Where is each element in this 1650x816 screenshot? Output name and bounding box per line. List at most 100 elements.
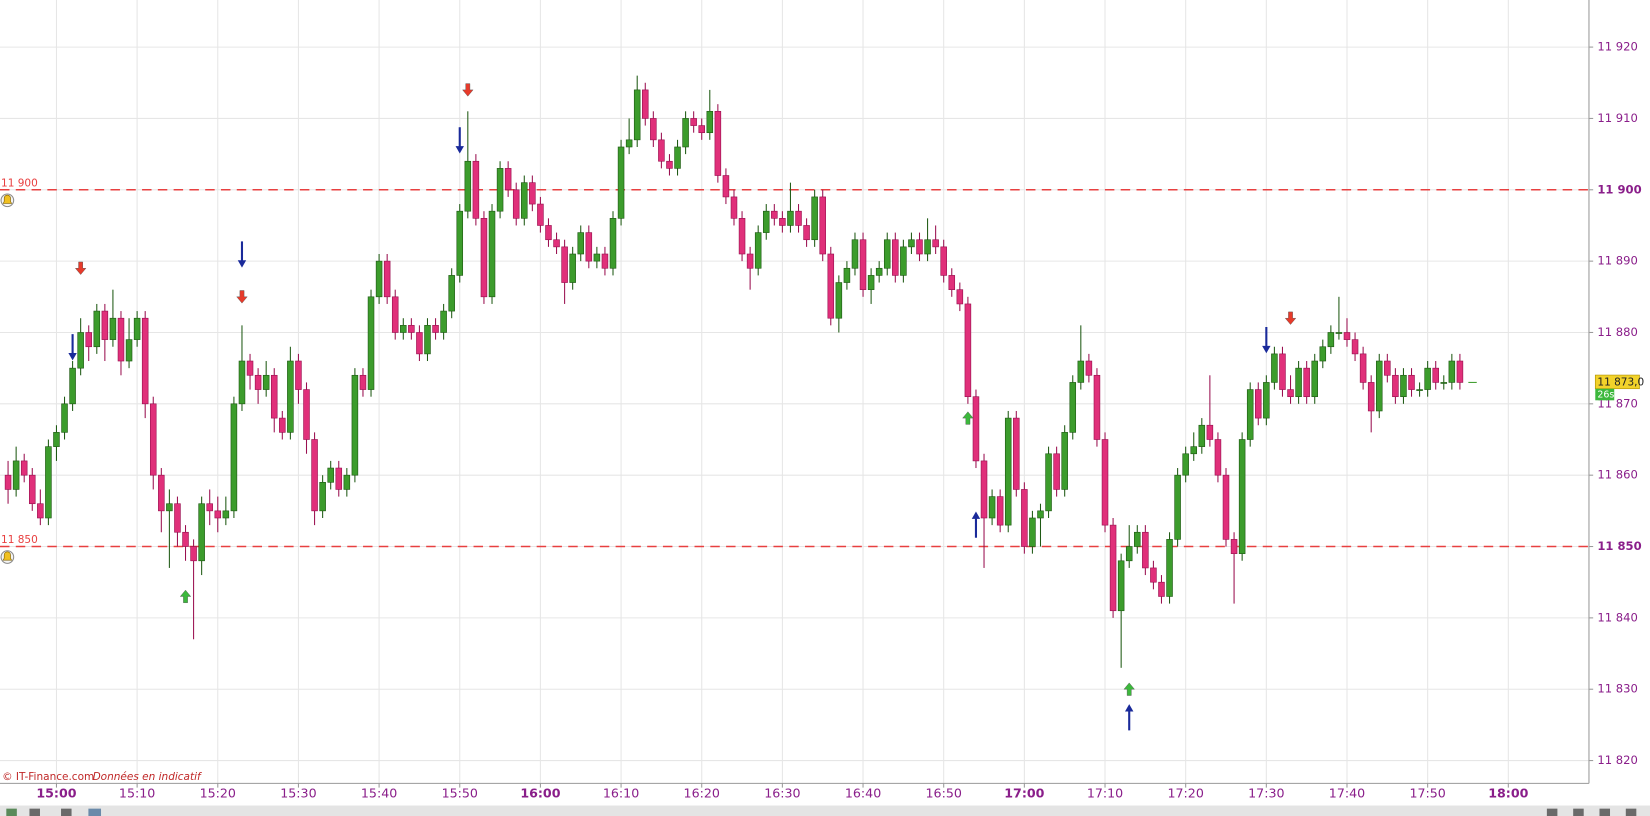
signal-marker <box>74 261 87 275</box>
candle-body <box>303 389 310 440</box>
signal-arrow-head <box>237 260 247 268</box>
candle-body <box>109 317 117 340</box>
candle-body <box>1408 374 1415 390</box>
candle-body <box>819 196 826 255</box>
candle-body <box>1198 424 1206 447</box>
candle-body <box>553 239 560 248</box>
candle-body <box>666 160 673 169</box>
candle-body <box>1416 389 1423 391</box>
candle-body <box>472 160 480 219</box>
candle-body <box>206 503 213 512</box>
candle-body <box>521 182 528 219</box>
candle-body <box>295 360 302 390</box>
bell-icon <box>2 194 13 204</box>
x-tick-label: 16:00 <box>520 785 560 800</box>
candle-body <box>1351 339 1359 355</box>
candle-body <box>1013 417 1020 490</box>
y-tick-label: 11 850 <box>1597 539 1641 553</box>
candle-body <box>988 496 996 519</box>
candle-body <box>198 503 205 562</box>
toolbar-icon[interactable] <box>1546 808 1558 816</box>
candle-body <box>238 360 246 405</box>
x-tick-label: 17:40 <box>1329 785 1365 800</box>
level-bell[interactable] <box>0 550 15 564</box>
candle-body <box>875 267 883 276</box>
candle-body <box>1279 353 1286 390</box>
candle-body <box>674 146 681 169</box>
candle-body <box>1255 389 1262 419</box>
candle-body <box>101 310 109 340</box>
x-tick-label: 15:50 <box>442 785 478 800</box>
toolbar-icon[interactable] <box>1599 808 1611 816</box>
candle-body <box>222 510 230 519</box>
candle-body <box>867 275 875 290</box>
candle-body <box>1077 360 1085 383</box>
level-bell[interactable] <box>0 193 15 208</box>
signal-marker <box>236 290 248 304</box>
candle-body <box>1166 539 1173 597</box>
toolbar-icon[interactable] <box>1625 808 1637 816</box>
candle-body <box>375 260 383 298</box>
signal-arrow <box>179 589 192 603</box>
candle-body <box>1311 360 1318 398</box>
candle-body <box>45 446 52 519</box>
x-tick-label: 15:30 <box>280 785 316 800</box>
toolbar-icon[interactable] <box>88 808 102 816</box>
candle-body <box>1085 360 1093 376</box>
candle-body <box>496 168 504 212</box>
candle-body <box>827 253 835 319</box>
candle-body <box>1021 489 1028 547</box>
candle-body <box>367 296 375 390</box>
candle-body <box>311 439 318 512</box>
candle-body <box>537 203 544 226</box>
candle-body <box>69 367 76 405</box>
candle-body <box>1448 360 1456 383</box>
candle-body <box>480 218 488 298</box>
candle-body <box>569 253 576 283</box>
candle-body <box>1287 389 1294 398</box>
candle-body <box>835 282 843 319</box>
last-price-label: 11 873,0 <box>1597 376 1644 388</box>
candle-body <box>424 325 431 355</box>
candle-body <box>1424 367 1431 390</box>
toolbar-icon[interactable] <box>29 808 40 816</box>
candle-body <box>625 139 633 148</box>
signal-marker <box>455 127 464 154</box>
candle-body <box>408 325 415 333</box>
candle-body <box>1053 453 1060 490</box>
toolbar-icon[interactable] <box>1573 808 1584 816</box>
candle-body <box>359 374 367 390</box>
x-tick-label: 16:50 <box>926 785 962 800</box>
signal-marker <box>971 511 981 538</box>
candle-body <box>1432 367 1439 383</box>
candle-body <box>343 474 351 490</box>
markers <box>68 83 1297 731</box>
candle-body <box>1174 474 1181 540</box>
toolbar-icon[interactable] <box>6 808 17 816</box>
y-tick-label: 11 860 <box>1597 468 1637 482</box>
candle-body <box>722 175 730 198</box>
candle-body <box>37 503 44 519</box>
candle-body <box>448 275 455 312</box>
candle-body <box>932 239 939 248</box>
x-tick-label: 17:50 <box>1409 785 1445 800</box>
candle-body <box>1037 510 1044 519</box>
signal-arrow-head <box>1262 345 1271 354</box>
toolbar-icon[interactable] <box>61 808 72 816</box>
toolbar-icons <box>6 808 1637 816</box>
candle-body <box>440 310 447 333</box>
candle-body <box>642 89 649 119</box>
signal-arrow <box>1284 311 1297 325</box>
candle-body <box>843 267 851 283</box>
candle-body <box>270 374 278 419</box>
y-tick-label: 11 880 <box>1597 325 1637 339</box>
candle-body <box>133 317 141 340</box>
candle-body <box>1440 382 1448 384</box>
y-tick-label: 11 890 <box>1597 254 1637 268</box>
candle-body <box>1303 367 1310 398</box>
candle-body <box>948 275 956 290</box>
candle-body <box>682 118 689 148</box>
candle-body <box>787 210 794 226</box>
